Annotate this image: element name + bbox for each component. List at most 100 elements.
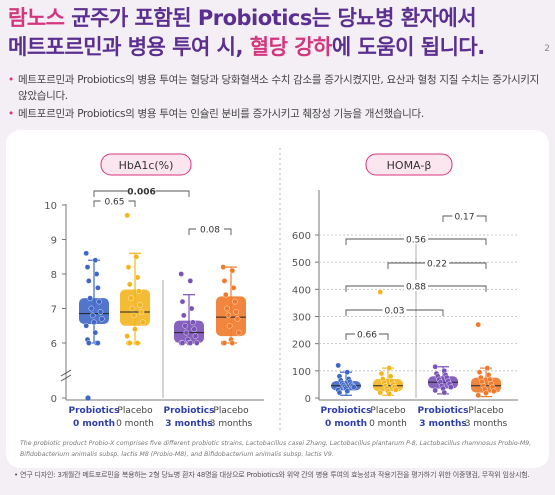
data-point	[378, 370, 385, 377]
category-label: Probiotics	[68, 406, 119, 416]
data-point	[95, 340, 101, 346]
category-label: 3 months	[465, 419, 508, 429]
data-point	[226, 322, 233, 329]
bullet-item: • 메트포르민과 Probiotics의 병용 투여는 혈당과 당화혈색소 수치 …	[8, 72, 548, 104]
data-point	[127, 340, 133, 346]
data-point	[387, 373, 394, 380]
category-label: Probiotics	[417, 406, 468, 416]
headline-line-2: 메트포르민과 병용 투여 시, 혈당 강하에 도움이 됩니다.	[8, 33, 548, 62]
data-point	[179, 340, 186, 346]
category-label: Probiotics	[163, 406, 214, 416]
data-point	[490, 388, 497, 395]
data-point	[233, 309, 239, 315]
comparison-label-bg	[196, 223, 224, 234]
category-label: 0 month	[369, 419, 407, 429]
headline-line1-rest: 는 당뇨병 환자에서	[311, 6, 477, 30]
category-label: Placebo	[370, 406, 406, 416]
bullet-text: 메트포르민과 Probiotics의 병용 투여는 인슐린 분비를 증가시키고 …	[18, 108, 424, 120]
data-point	[136, 288, 142, 295]
headline: 람노스 균주가 포함된 Probiotics는 당뇨병 환자에서 메트포르민과 …	[8, 4, 550, 62]
headline-strain: 균주가 포함된 Probiotics	[71, 6, 312, 30]
data-point	[386, 365, 393, 371]
comparison-label-bg	[127, 185, 156, 196]
comparison-label-bg	[100, 195, 129, 206]
category-label: Probiotics	[320, 406, 371, 416]
data-point	[392, 387, 399, 393]
data-point	[191, 326, 197, 332]
data-point	[95, 284, 101, 291]
data-point	[336, 389, 343, 396]
category-label: Placebo	[468, 406, 504, 416]
bullet-text: 메트포르민과 Probiotics의 병용 투여는 혈당과 당화혈색소 수치 감…	[18, 74, 540, 102]
data-point	[133, 253, 140, 260]
y-tick-label: 6	[51, 339, 57, 350]
data-point	[192, 333, 199, 339]
data-point	[441, 389, 448, 396]
data-point	[485, 372, 492, 378]
reference-superscript: 2	[544, 44, 550, 54]
data-point	[83, 250, 89, 257]
category-label: 0 month	[73, 419, 115, 429]
data-point	[178, 271, 184, 277]
data-point	[229, 267, 236, 274]
headline-brand: 람노스	[8, 6, 65, 30]
comparison-label-bg	[425, 257, 449, 268]
summary-bullets: • 메트포르민과 Probiotics의 병용 투여는 혈당과 당화혈색소 수치 …	[8, 72, 548, 124]
data-point	[84, 264, 91, 270]
data-point	[128, 295, 134, 301]
data-point	[129, 305, 136, 312]
data-point	[132, 326, 138, 332]
category-label: Placebo	[117, 406, 153, 416]
figure-caption-line: The probiotic product Probio-X comprises…	[20, 439, 531, 447]
y-tick-label: 8	[51, 270, 57, 281]
data-point	[134, 274, 141, 281]
comparison-p-value: 0.66	[357, 331, 377, 341]
headline-line-1: 람노스 균주가 포함된 Probiotics는 당뇨병 환자에서	[8, 4, 548, 33]
comparison-p-value: 0.56	[406, 236, 426, 246]
data-point	[221, 340, 228, 346]
y-tick-label: 0	[51, 394, 57, 405]
data-point	[182, 322, 188, 329]
data-point	[220, 264, 226, 270]
data-point	[187, 340, 194, 346]
data-point	[86, 340, 92, 346]
data-point	[187, 278, 194, 284]
category-label: Placebo	[213, 406, 249, 416]
headline-help: 에 도움	[331, 35, 396, 59]
data-point	[335, 362, 342, 369]
data-point	[190, 319, 196, 326]
data-point	[344, 369, 351, 375]
comparison-label-bg	[404, 233, 428, 244]
data-point	[350, 384, 357, 390]
chart-title: HbA1c(%)	[119, 159, 174, 172]
y-tick-label: 0	[305, 394, 311, 405]
data-point	[183, 329, 190, 336]
data-point	[230, 284, 237, 291]
bullet-item: • 메트포르민과 Probiotics의 병용 투여는 인슐린 분비를 증가시키고…	[8, 108, 424, 120]
data-point	[87, 295, 93, 301]
data-point	[232, 298, 238, 305]
data-point	[137, 302, 143, 308]
category-label: 3 months	[419, 419, 466, 429]
category-label: 3 months	[210, 419, 253, 429]
y-tick-label: 400	[292, 285, 311, 296]
axis-break-mark	[60, 374, 72, 382]
data-point	[447, 384, 454, 390]
chart-title-pill	[365, 153, 453, 176]
data-point	[234, 316, 241, 322]
category-label: 3 months	[165, 419, 212, 429]
data-point	[484, 365, 491, 371]
y-tick-label: 600	[292, 231, 311, 242]
chart-card: HbA1c(%) 0 6 7 8 9 10 0.006 0.65 0.08 Probiotics 0 …	[6, 130, 549, 468]
data-point	[224, 305, 230, 312]
data-point	[475, 321, 482, 328]
headline-glucose: 혈당 강하	[249, 35, 333, 59]
data-point	[476, 369, 483, 375]
data-point	[432, 363, 439, 370]
data-point	[97, 309, 104, 315]
data-point	[483, 390, 489, 396]
figure-caption-line: Bifidobacterium animalis subsp. lactis M…	[20, 450, 334, 458]
data-point	[188, 305, 195, 312]
category-label: 0 month	[325, 419, 367, 429]
data-point	[83, 322, 89, 329]
